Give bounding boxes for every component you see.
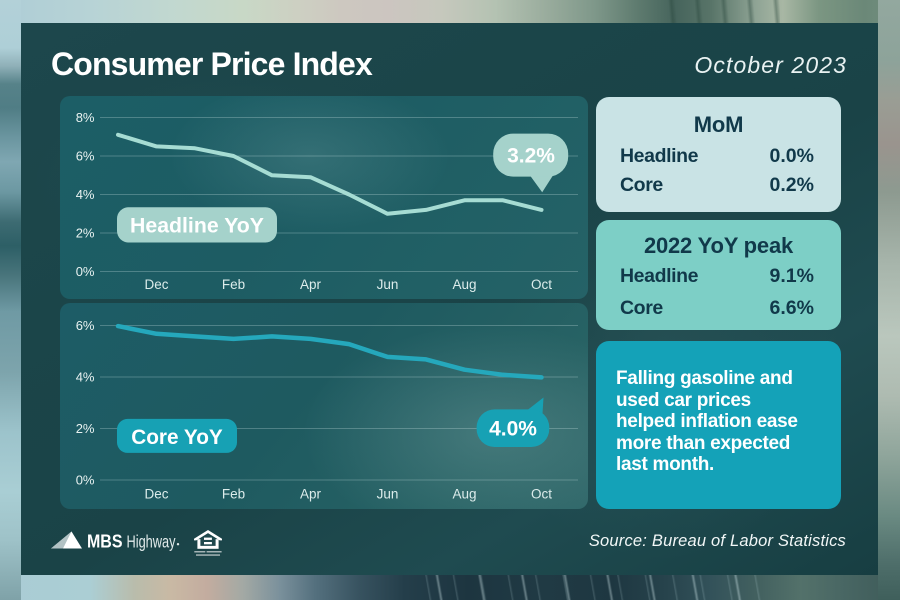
svg-text:Aug: Aug: [452, 277, 476, 292]
svg-text:Highway: Highway: [127, 531, 176, 551]
svg-text:6%: 6%: [76, 149, 95, 164]
svg-text:0%: 0%: [76, 264, 95, 279]
svg-text:Feb: Feb: [222, 487, 245, 502]
svg-text:Oct: Oct: [531, 487, 552, 502]
svg-text:3.2%: 3.2%: [507, 145, 555, 168]
svg-text:MBS: MBS: [87, 530, 123, 551]
svg-text:2%: 2%: [76, 226, 95, 241]
svg-text:6%: 6%: [76, 318, 95, 333]
svg-text:4%: 4%: [76, 187, 95, 202]
svg-text:Dec: Dec: [144, 277, 168, 292]
svg-text:4%: 4%: [76, 370, 95, 385]
svg-text:4.0%: 4.0%: [489, 418, 537, 441]
svg-text:Jun: Jun: [377, 277, 399, 292]
svg-text:Apr: Apr: [300, 277, 322, 292]
svg-text:Aug: Aug: [452, 487, 476, 502]
svg-text:Feb: Feb: [222, 277, 245, 292]
svg-text:Jun: Jun: [377, 487, 399, 502]
svg-text:8%: 8%: [76, 110, 95, 125]
svg-text:Oct: Oct: [531, 277, 552, 292]
svg-text:Apr: Apr: [300, 487, 322, 502]
svg-text:Core YoY: Core YoY: [131, 425, 223, 449]
svg-text:0%: 0%: [76, 473, 95, 488]
svg-text:2%: 2%: [76, 421, 95, 436]
svg-text:Dec: Dec: [144, 487, 168, 502]
svg-text:Headline YoY: Headline YoY: [130, 214, 264, 238]
